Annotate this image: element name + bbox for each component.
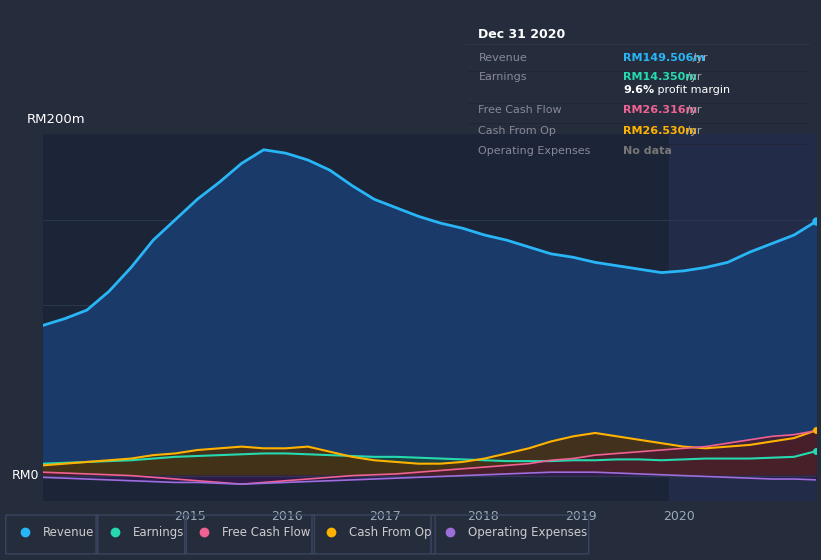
Text: Earnings: Earnings xyxy=(133,526,185,539)
Text: /yr: /yr xyxy=(682,125,701,136)
Text: Cash From Op: Cash From Op xyxy=(349,526,431,539)
Text: Operating Expenses: Operating Expenses xyxy=(468,526,587,539)
Text: Operating Expenses: Operating Expenses xyxy=(479,146,591,156)
Text: Dec 31 2020: Dec 31 2020 xyxy=(479,28,566,41)
Text: Free Cash Flow: Free Cash Flow xyxy=(222,526,310,539)
Text: Cash From Op: Cash From Op xyxy=(479,125,557,136)
Text: Earnings: Earnings xyxy=(479,72,527,82)
Text: No data: No data xyxy=(623,146,672,156)
Text: /yr: /yr xyxy=(682,72,701,82)
Text: RM26.316m: RM26.316m xyxy=(623,105,697,115)
Text: RM200m: RM200m xyxy=(27,113,85,126)
Text: RM14.350m: RM14.350m xyxy=(623,72,697,82)
Text: RM26.530m: RM26.530m xyxy=(623,125,697,136)
Text: 9.6%: 9.6% xyxy=(623,85,654,95)
Text: RM0: RM0 xyxy=(11,469,39,482)
Text: Revenue: Revenue xyxy=(43,526,94,539)
Bar xyxy=(669,134,816,501)
Text: /yr: /yr xyxy=(682,105,701,115)
Text: /yr: /yr xyxy=(689,53,708,63)
Text: RM149.506m: RM149.506m xyxy=(623,53,705,63)
Text: Revenue: Revenue xyxy=(479,53,527,63)
Text: profit margin: profit margin xyxy=(654,85,731,95)
Text: Free Cash Flow: Free Cash Flow xyxy=(479,105,562,115)
